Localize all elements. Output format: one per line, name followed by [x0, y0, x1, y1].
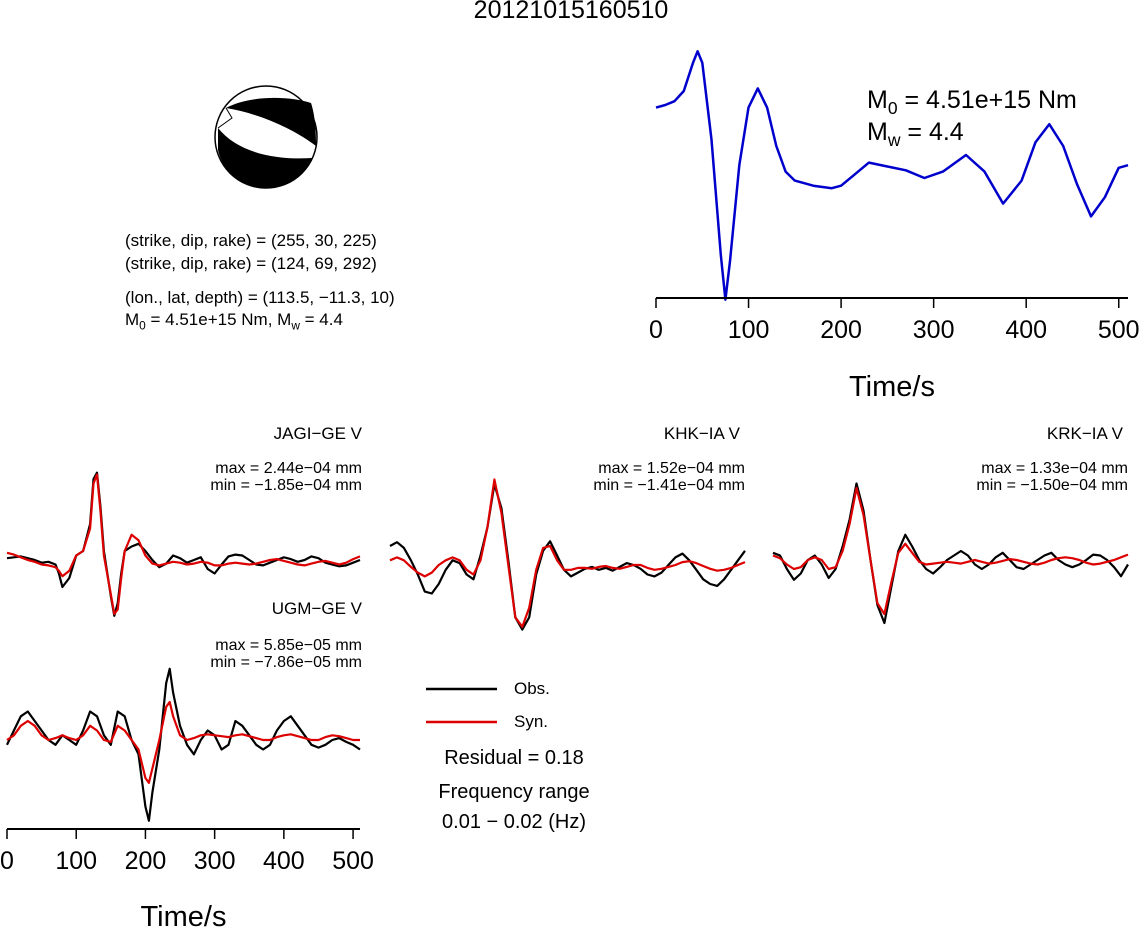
krk-syn-line — [772, 486, 1129, 616]
stf-tick-label: 100 — [728, 316, 770, 344]
krk-min: min = −1.50e−04 mm — [976, 477, 1128, 494]
location-depth: (lon., lat, depth) = (113.5, −11.3, 10) — [125, 288, 395, 307]
figure-title: 20121015160510 — [473, 0, 669, 24]
khk-syn-line — [389, 478, 746, 628]
station-label-krk: KRK−IA V — [1046, 424, 1123, 443]
stf-tick-label: 300 — [913, 316, 955, 344]
station-label-ugm: UGM−GE V — [271, 599, 362, 618]
waveform-x-axis-label: Time/s — [141, 901, 227, 928]
axes: 0 100 200 300 400 500 Time/s 0 100 200 300 400 500 Ti… — [0, 297, 1140, 928]
waveform-tick-label: 100 — [55, 847, 97, 875]
moment-info: M0 = 4.51e+15 Nm, Mw = 4.4 — [125, 310, 343, 333]
station-label-jagi: JAGI−GE V — [273, 424, 362, 443]
stf-tick-label: 500 — [1098, 316, 1140, 344]
legend-obs-label: Obs. — [514, 679, 550, 698]
ugm-obs-line — [6, 667, 361, 822]
khk-obs-line — [389, 483, 746, 631]
jagi-syn-line — [6, 473, 361, 616]
stf-tick-label: 200 — [820, 316, 862, 344]
jagi-obs-line — [6, 471, 361, 617]
krk-obs-line — [772, 482, 1129, 625]
jagi-max: max = 2.44e−04 mm — [215, 460, 362, 477]
khk-max: max = 1.52e−04 mm — [598, 460, 745, 477]
jagi-min: min = −1.85e−04 mm — [210, 477, 362, 494]
stf-tick-label: 400 — [1005, 316, 1047, 344]
frequency-range-value: 0.01 − 0.02 (Hz) — [442, 811, 586, 833]
stf-tick-label: 0 — [649, 316, 663, 344]
frequency-range-label: Frequency range — [438, 781, 590, 803]
nodal-plane-2: (strike, dip, rake) = (124, 69, 292) — [125, 254, 377, 273]
ugm-min: min = −7.86e−05 mm — [210, 654, 362, 671]
waveform-tick-label: 300 — [194, 847, 236, 875]
beachball — [214, 85, 318, 189]
legend-syn-label: Syn. — [514, 712, 549, 731]
legend-lines — [426, 687, 497, 724]
waveform-tick-label: 500 — [332, 847, 374, 875]
station-label-khk: KHK−IA V — [663, 424, 740, 443]
waveform-tick-label: 200 — [125, 847, 167, 875]
residual-label: Residual = 0.18 — [444, 747, 584, 769]
nodal-plane-1: (strike, dip, rake) = (255, 30, 225) — [125, 231, 377, 250]
stf-x-axis-label: Time/s — [849, 371, 935, 403]
waveform-tick-label: 0 — [0, 847, 14, 875]
waveform-tick-label: 400 — [263, 847, 305, 875]
beachball-compression-lower — [218, 128, 312, 188]
khk-min: min = −1.41e−04 mm — [593, 477, 745, 494]
stf-mw: Mw = 4.4 — [867, 118, 964, 150]
krk-max: max = 1.33e−04 mm — [981, 460, 1128, 477]
beachball-nodal-line — [217, 107, 233, 129]
stf-m0: M0 = 4.51e+15 Nm — [867, 86, 1077, 118]
waveform-plots — [6, 471, 1129, 822]
stf-line — [655, 50, 1129, 301]
beachball-compression-upper — [226, 97, 316, 146]
ugm-max: max = 5.85e−05 mm — [215, 637, 362, 654]
ugm-syn-line — [6, 700, 360, 784]
stf-plot — [655, 50, 1129, 301]
